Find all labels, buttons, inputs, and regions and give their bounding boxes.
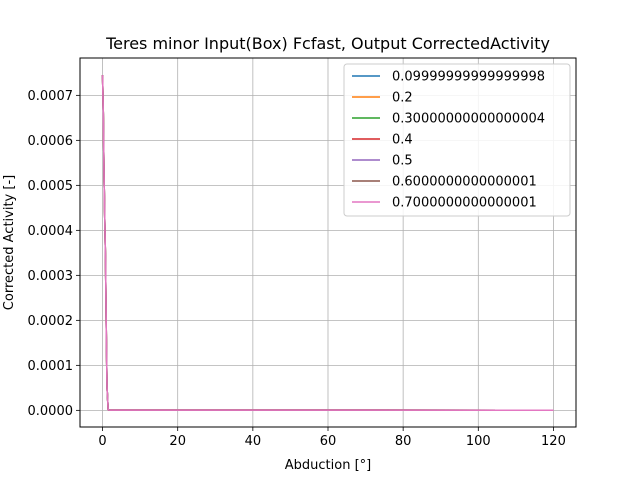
series-layer (101, 75, 554, 411)
y-tick-label: 0.0006 (28, 134, 74, 149)
y-tick-label: 0.0004 (28, 224, 74, 239)
y-tick-label: 0.0003 (28, 269, 74, 284)
y-tick-label: 0.0007 (28, 89, 74, 104)
legend-label: 0.6000000000000001 (392, 175, 537, 190)
y-tick-label: 0.0001 (28, 359, 74, 374)
y-tick-label: 0.0000 (28, 404, 74, 419)
y-tick-label: 0.0002 (28, 314, 74, 329)
y-tick-label: 0.0005 (28, 179, 74, 194)
y-ticks: 0.0000 0.0001 0.0002 0.0003 0.0004 0.0005 0.00… (28, 89, 80, 419)
x-tick-label: 0 (98, 434, 106, 449)
x-tick-label: 100 (466, 434, 491, 449)
legend-label: 0.30000000000000004 (392, 112, 545, 127)
series-line-7 (101, 75, 554, 411)
legend: 0.09999999999999998 0.2 0.3000000000000000… (343, 63, 571, 217)
legend-label: 0.2 (392, 91, 413, 106)
chart-title: Teres minor Input(Box) Fcfast, Output Co… (105, 34, 550, 53)
x-tick-label: 60 (320, 434, 337, 449)
legend-label: 0.7000000000000001 (392, 196, 537, 211)
x-ticks: 0 20 40 60 80 100 120 (98, 427, 566, 449)
legend-label: 0.09999999999999998 (392, 70, 545, 85)
legend-label: 0.5 (392, 154, 413, 169)
x-axis-label: Abduction [°] (285, 458, 371, 473)
x-tick-label: 80 (395, 434, 412, 449)
x-tick-label: 40 (245, 434, 262, 449)
y-axis-label: Corrected Activity [-] (2, 175, 17, 310)
x-tick-label: 20 (169, 434, 186, 449)
legend-label: 0.4 (392, 133, 413, 148)
legend-box (343, 63, 571, 217)
x-tick-label: 120 (541, 434, 566, 449)
